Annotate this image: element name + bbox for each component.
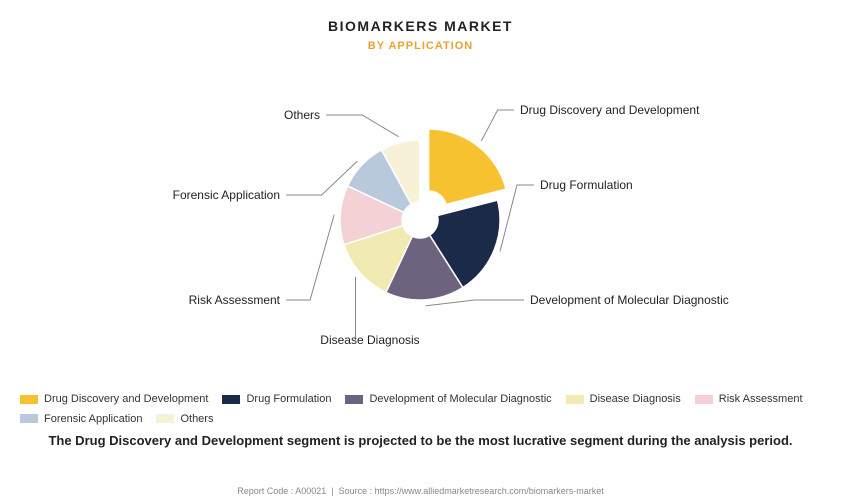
leader-line xyxy=(326,115,399,137)
pie-slice xyxy=(429,129,506,205)
leader-line xyxy=(500,185,534,252)
slice-label: Development of Molecular Diagnostic xyxy=(530,293,729,307)
legend-label: Development of Molecular Diagnostic xyxy=(369,393,551,405)
legend-swatch xyxy=(566,395,584,404)
leader-line xyxy=(481,110,514,141)
legend-swatch xyxy=(222,395,240,404)
slice-label: Drug Formulation xyxy=(540,178,633,192)
donut-hole xyxy=(403,203,437,237)
slice-label: Drug Discovery and Development xyxy=(520,103,700,117)
legend-item: Others xyxy=(156,410,213,430)
legend-item: Disease Diagnosis xyxy=(566,390,681,410)
legend: Drug Discovery and Development Drug Formu… xyxy=(20,390,821,430)
legend-label: Risk Assessment xyxy=(719,393,803,405)
legend-item: Drug Formulation xyxy=(222,390,331,410)
legend-swatch xyxy=(20,395,38,404)
legend-swatch xyxy=(695,395,713,404)
slice-label: Disease Diagnosis xyxy=(320,333,419,347)
legend-swatch xyxy=(156,414,174,423)
caption: The Drug Discovery and Development segme… xyxy=(20,432,821,450)
footer-source: Source : https://www.alliedmarketresearc… xyxy=(339,486,604,496)
footer-report-code: Report Code : A00021 xyxy=(237,486,326,496)
chart-title: BIOMARKERS MARKET xyxy=(0,0,841,34)
slice-label: Forensic Application xyxy=(173,188,280,202)
legend-item: Forensic Application xyxy=(20,410,142,430)
legend-label: Disease Diagnosis xyxy=(590,393,681,405)
legend-item: Risk Assessment xyxy=(695,390,803,410)
leader-line xyxy=(286,215,334,300)
legend-label: Others xyxy=(180,413,213,425)
legend-swatch xyxy=(345,395,363,404)
legend-item: Development of Molecular Diagnostic xyxy=(345,390,551,410)
footer: Report Code : A00021 | Source : https://… xyxy=(0,486,841,496)
legend-label: Forensic Application xyxy=(44,413,142,425)
slice-label: Risk Assessment xyxy=(189,293,281,307)
pie-chart: Drug Discovery and Development Drug Formu… xyxy=(0,50,841,380)
slice-label: Others xyxy=(284,108,320,122)
leader-line xyxy=(425,300,524,306)
chart-area: Drug Discovery and Development Drug Formu… xyxy=(0,50,841,380)
legend-label: Drug Discovery and Development xyxy=(44,393,208,405)
legend-label: Drug Formulation xyxy=(246,393,331,405)
legend-swatch xyxy=(20,414,38,423)
legend-item: Drug Discovery and Development xyxy=(20,390,208,410)
